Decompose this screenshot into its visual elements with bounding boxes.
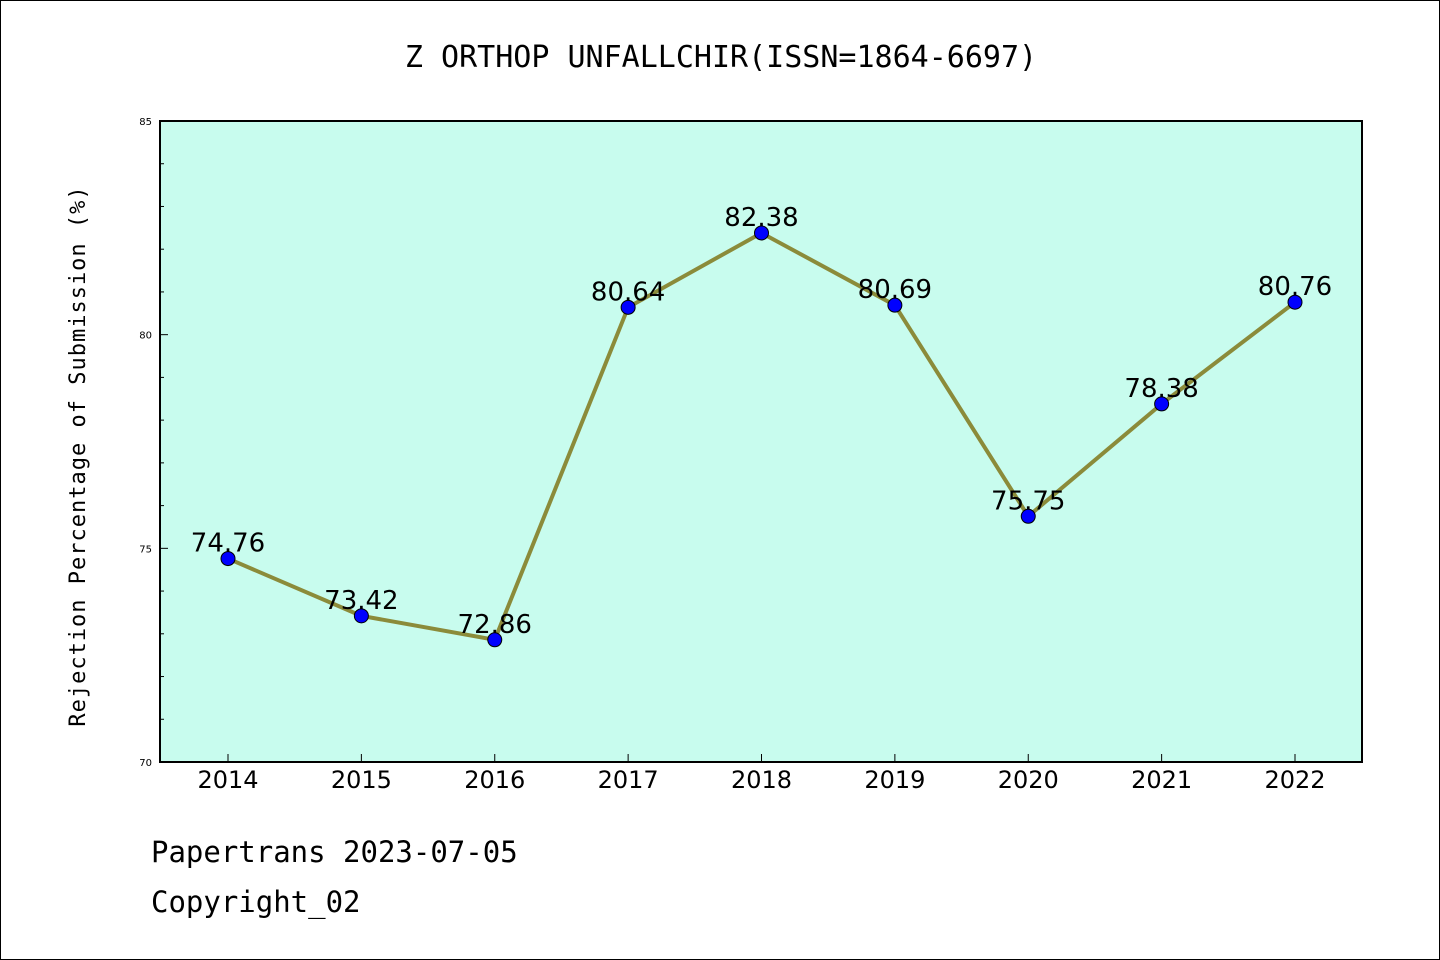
footer-papertrans: Papertrans 2023-07-05 [151,835,518,869]
data-label: 82.38 [724,203,798,233]
x-tick-label: 2020 [998,766,1059,794]
x-tick-label: 2017 [598,766,659,794]
x-tick-label: 2014 [197,766,258,794]
data-labels: 74.76 73.42 72.86 80.64 82.38 80.69 75.75 78.38… [191,203,1332,640]
chart-title: Z ORTHOP UNFALLCHIR(ISSN=1864-6697) [405,40,1037,75]
data-label: 73.42 [324,586,398,616]
data-label: 72.86 [458,610,532,640]
x-tick-label: 2015 [331,766,392,794]
data-point [887,297,903,313]
footer-copyright: Copyright_02 [151,885,361,919]
y-tick-label: 75 [139,544,152,555]
data-label: 74.76 [191,529,265,559]
y-tick-label: 85 [139,117,152,128]
y-tick-label: 80 [139,331,152,342]
data-label: 80.64 [591,277,665,307]
data-point [487,632,503,648]
x-tick-label: 2022 [1264,766,1325,794]
y-axis-label: Rejection Percentage of Submission (%) [66,185,91,726]
x-tick-label: 2018 [731,766,792,794]
data-markers [220,225,1303,648]
x-tick-label: 2016 [464,766,525,794]
data-label: 75.75 [991,486,1065,516]
x-tick-label: 2021 [1131,766,1192,794]
data-point [1287,294,1303,310]
y-tick-label: 70 [139,758,152,769]
y-axis-ticks: 70 75 80 85 [139,117,168,769]
data-point [1020,508,1036,524]
x-tick-label: 2019 [864,766,925,794]
data-label: 80.69 [858,275,932,305]
data-point [620,299,636,315]
data-label: 80.76 [1258,272,1332,302]
data-point [353,608,369,624]
data-point [220,551,236,567]
data-label: 78.38 [1124,374,1198,404]
data-point [754,225,769,241]
data-point [1154,396,1170,412]
x-axis-ticks: 2014 2015 2016 2017 2018 2019 2020 2021 2022 [197,754,1326,794]
